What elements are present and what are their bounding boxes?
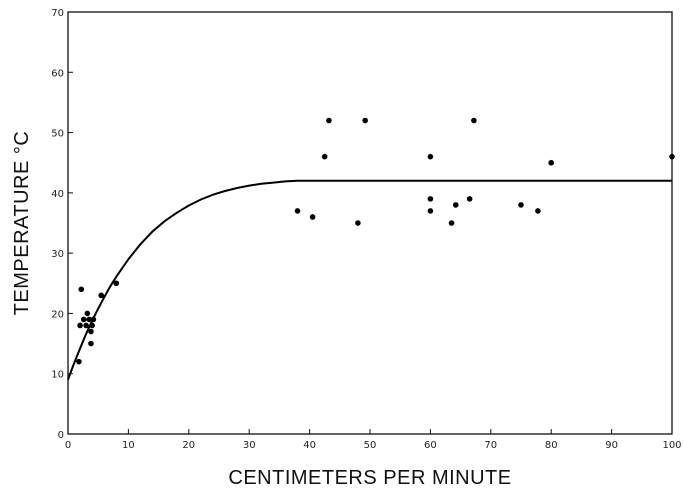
x-tick-label: 80 bbox=[545, 440, 558, 451]
x-tick-label: 10 bbox=[122, 440, 135, 451]
data-point bbox=[83, 322, 89, 329]
y-axis-title: TEMPERATURE °C bbox=[11, 131, 33, 316]
data-point bbox=[427, 208, 434, 214]
x-tick-label: 50 bbox=[364, 440, 377, 451]
x-tick-label: 20 bbox=[182, 440, 195, 451]
data-point bbox=[86, 316, 92, 323]
data-point bbox=[78, 286, 85, 293]
data-point bbox=[466, 196, 473, 202]
plot-frame bbox=[67, 11, 673, 435]
axis-ticks bbox=[67, 11, 673, 435]
x-tick-label: 90 bbox=[605, 440, 618, 451]
y-tick-label: 30 bbox=[51, 249, 64, 260]
y-tick-label: 70 bbox=[51, 8, 64, 19]
data-point bbox=[548, 159, 554, 166]
data-point bbox=[518, 202, 524, 208]
x-tick-label: 0 bbox=[65, 440, 71, 451]
x-tick-label: 60 bbox=[424, 440, 437, 451]
x-tick-label: 30 bbox=[243, 440, 256, 451]
data-point bbox=[535, 208, 541, 214]
data-point bbox=[80, 316, 87, 323]
data-point bbox=[89, 322, 95, 329]
y-tick-label: 20 bbox=[51, 309, 64, 320]
data-point bbox=[321, 153, 328, 160]
data-point bbox=[471, 117, 477, 124]
data-point bbox=[452, 202, 459, 208]
data-point bbox=[427, 153, 434, 160]
data-point bbox=[309, 214, 316, 220]
x-tick-label: 70 bbox=[484, 440, 497, 451]
y-tick-label: 60 bbox=[51, 68, 64, 79]
fit-curve bbox=[67, 179, 672, 381]
data-point bbox=[76, 358, 82, 365]
data-point bbox=[88, 328, 94, 335]
x-tick-label: 100 bbox=[662, 440, 681, 451]
x-tick-label: 40 bbox=[303, 440, 316, 451]
tick-labels: 0 10 20 30 40 50 60 70 80 90 100 0 10 20 30 40 50 60 70 bbox=[51, 8, 681, 451]
data-point bbox=[448, 220, 455, 226]
data-point bbox=[326, 117, 332, 124]
y-tick-label: 0 bbox=[58, 430, 64, 441]
y-tick-label: 10 bbox=[51, 370, 64, 381]
data-point bbox=[88, 340, 94, 347]
data-point bbox=[669, 153, 675, 160]
data-point bbox=[77, 322, 83, 329]
data-point bbox=[84, 310, 91, 317]
data-point bbox=[294, 208, 301, 214]
data-points bbox=[76, 117, 675, 365]
y-tick-label: 50 bbox=[51, 129, 64, 140]
data-point bbox=[362, 117, 368, 124]
data-point bbox=[90, 316, 97, 323]
data-point bbox=[427, 196, 434, 202]
x-axis-title: CENTIMETERS PER MINUTE bbox=[228, 467, 511, 489]
data-point bbox=[355, 220, 361, 226]
y-tick-label: 40 bbox=[51, 189, 64, 200]
data-point bbox=[98, 292, 105, 299]
data-point bbox=[113, 280, 120, 287]
